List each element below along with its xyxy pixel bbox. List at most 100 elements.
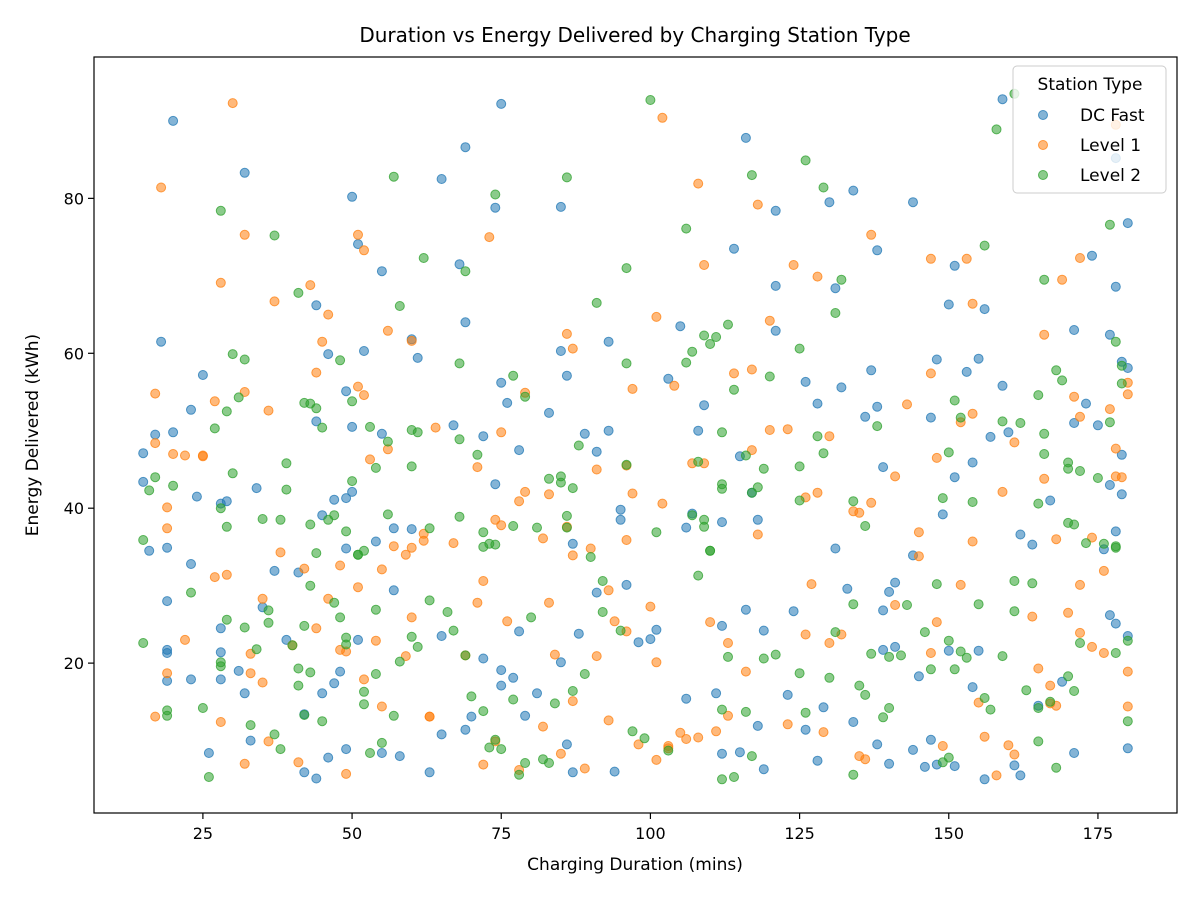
data-point [824,197,835,208]
data-point [311,623,322,634]
data-point [514,445,525,456]
data-point [997,94,1008,105]
data-point [937,493,948,504]
data-point [818,182,829,193]
data-point [460,142,471,153]
data-point [245,720,256,731]
data-point [138,476,149,487]
data-point [287,640,298,651]
data-point [144,545,155,556]
data-point [162,523,173,534]
data-point [490,734,501,745]
data-point [943,752,954,763]
data-point [711,688,722,699]
data-point [561,328,572,339]
data-point [162,542,173,553]
data-point [1098,565,1109,576]
data-point [478,706,489,717]
data-point [651,527,662,538]
data-point [651,657,662,668]
data-point [627,383,638,394]
data-point [239,167,250,178]
data-point [215,205,226,216]
data-point [913,527,924,538]
data-point [723,319,733,330]
data-point [215,647,226,658]
data-point [746,751,757,762]
data-point [943,645,954,656]
data-point [764,315,775,326]
data-point [341,744,352,755]
data-point [800,707,811,718]
y-tick-label: 40 [64,499,84,518]
data-point [770,205,781,216]
data-point [890,600,901,610]
data-point [609,766,620,777]
data-point [949,395,960,406]
data-point [394,656,405,667]
data-point [514,626,525,637]
data-point [520,758,531,768]
data-point [717,620,727,631]
data-point [162,596,173,607]
data-point [740,604,751,615]
data-point [186,587,196,598]
data-point [305,667,316,678]
data-point [376,564,387,575]
data-point [860,754,871,765]
data-point [866,365,877,376]
data-point [353,549,363,560]
data-point [824,431,835,442]
data-point [376,701,387,712]
data-point [311,300,322,311]
data-point [919,627,930,638]
data-point [836,274,847,285]
data-point [651,311,662,322]
data-point [191,491,202,502]
data-point [860,521,871,531]
data-point [997,416,1008,427]
data-point [699,400,710,411]
data-point [561,739,572,750]
data-point [1122,701,1133,712]
data-point [1104,480,1115,490]
data-point [1027,539,1038,550]
data-point [323,309,334,320]
data-point [1039,329,1050,340]
x-tick-label: 125 [784,824,815,843]
data-point [848,185,859,196]
data-point [824,638,835,648]
data-point [979,693,990,703]
data-point [830,308,841,318]
data-point [215,623,226,634]
data-point [269,296,280,307]
data-point [597,576,608,586]
data-point [949,472,960,483]
data-point [538,533,548,544]
data-point [752,529,763,540]
data-point [150,472,161,483]
data-point [764,425,775,435]
data-point [961,366,972,377]
data-point [1075,627,1085,638]
data-point [1051,365,1062,376]
data-point [329,494,340,505]
data-point [1003,740,1014,751]
data-point [627,488,638,499]
data-point [263,736,274,747]
data-point [412,427,423,438]
data-point [955,579,966,590]
data-point [758,653,769,664]
data-point [1116,449,1127,460]
data-point [1075,638,1085,648]
legend-label-level-1: Level 1 [1080,136,1141,156]
data-point [711,332,722,342]
data-point [335,560,346,571]
data-point [794,668,805,679]
data-point [168,449,179,459]
data-point [621,358,632,369]
data-point [335,355,346,366]
data-point [359,699,369,710]
x-tick-label: 75 [491,824,511,843]
